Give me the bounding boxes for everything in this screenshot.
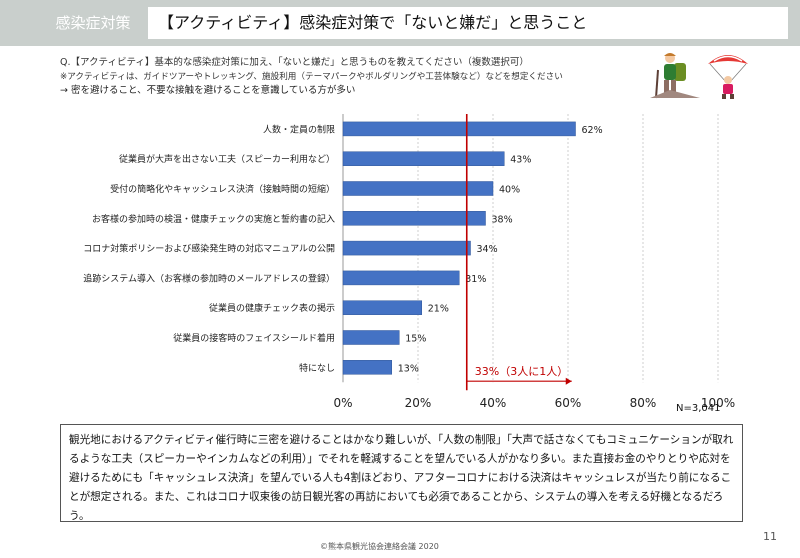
bar [342,181,494,196]
x-tick-label: 20% [405,396,432,410]
value-label: 34% [477,244,498,255]
value-label: 21% [428,304,449,315]
reference-arrow-head [565,377,572,385]
value-label: 40% [499,185,520,196]
x-tick-label: 40% [480,396,507,410]
reference-label: 33%（3人に1人） [475,365,568,378]
question-insight: → 密を避けること、不要な接触を避けることを意識している方が多い [60,85,356,96]
page-number: 11 [763,530,777,543]
question-note: ※アクティビティは、ガイドツアーやトレッキング、施設利用（テーマパークやボルダリ… [60,72,563,82]
value-label: 13% [398,363,419,374]
category-label: 追跡システム導入（お客様の参加時のメールアドレスの登録） [83,272,335,284]
x-tick-label: 100% [701,396,735,410]
category-label: お客様の参加時の検温・健康チェックの実施と誓約書の記入 [92,213,335,225]
category-label: コロナ対策ポリシーおよび感染発生時の対応マニュアルの公開 [83,243,335,255]
paraglider-icon [708,55,748,99]
category-label: 人数・定員の制限 [263,123,335,135]
bar [342,121,576,137]
bar [342,151,505,166]
question-block: Q.【アクティビティ】基本的な感染症対策に加え、「ないと嫌だ」と思うものを教えて… [60,56,640,98]
value-label: 43% [510,155,531,166]
x-tick-label: 60% [555,396,582,410]
bar [342,360,392,375]
category-label: 特になし [299,362,335,374]
bar [342,270,460,286]
value-label: 62% [582,125,603,136]
bar [342,240,471,256]
copyright: ©熊本県観光協会連絡会議 2020 [320,542,439,551]
value-label: 31% [465,274,486,285]
x-tick-label: 0% [333,396,352,410]
sample-size: N=3,041 [676,403,721,414]
bar [342,330,400,345]
value-label: 15% [405,334,426,345]
hiker-icon [650,53,700,99]
bar [342,211,486,226]
page-title: 【アクティビティ】感染症対策で「ないと嫌だ」と思うこと [148,7,788,39]
category-label: 受付の簡略化やキャッシュレス決済（接触時間の短縮） [110,183,335,195]
value-label: 38% [492,214,513,225]
section-tag: 感染症対策 [38,9,148,37]
category-label: 従業員が大声を出さない工夫（スピーカー利用など） [119,153,335,165]
bar [342,300,422,315]
summary-box: 観光地におけるアクティビティ催行時に三密を避けることはかなり難しいが、「人数の制… [60,424,743,522]
category-label: 従業員の健康チェック表の掲示 [209,302,335,314]
bar-chart: 0% 20% 40% 60% 80% 100% 人数・定員の制限 62% 従業員が大声を出さない… [83,114,735,410]
category-label: 従業員の接客時のフェイスシールド着用 [173,332,335,344]
x-tick-label: 80% [630,396,657,410]
question-text: Q.【アクティビティ】基本的な感染症対策に加え、「ないと嫌だ」と思うものを教えて… [60,57,529,68]
